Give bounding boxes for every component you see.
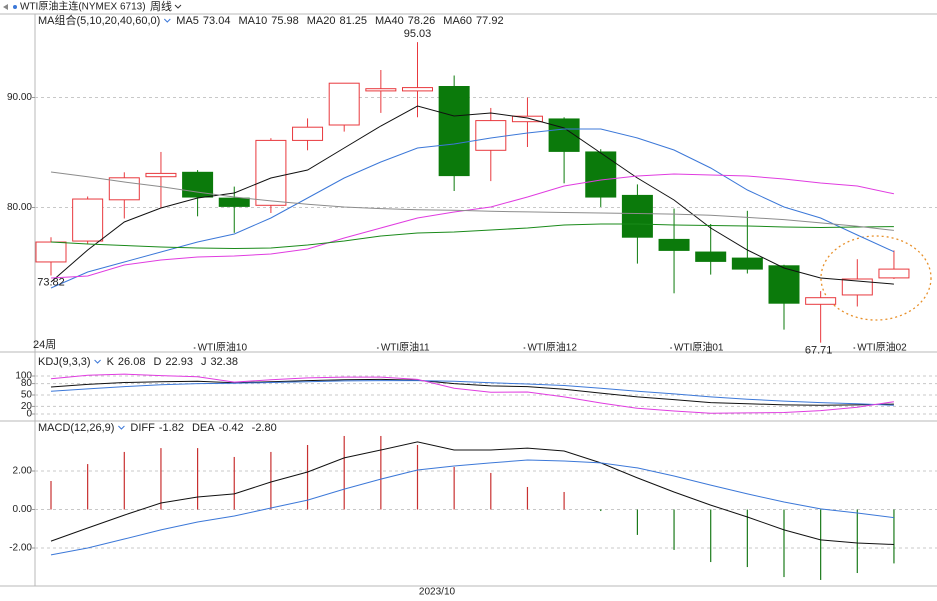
category-dot xyxy=(853,347,856,349)
ma-line xyxy=(50,105,894,285)
y-tick-label: 100 xyxy=(15,371,32,382)
candle-body xyxy=(72,198,104,242)
kdj-line xyxy=(50,378,894,406)
panel-title: MA组合(5,10,20,40,60,0) xyxy=(38,13,160,27)
candle-body xyxy=(182,171,214,198)
candle-body xyxy=(805,297,837,305)
period-selector[interactable]: 周线 xyxy=(150,0,172,13)
panel-title: MACD(12,26,9) xyxy=(38,422,114,434)
candle-body xyxy=(731,257,763,270)
legend-name: MA40 xyxy=(375,15,404,27)
x-tick-label: WTI原油12 xyxy=(527,341,577,354)
kdj-line xyxy=(50,380,894,406)
candle-body xyxy=(438,86,470,177)
dropdown-chevron[interactable] xyxy=(118,425,125,430)
panel-title: KDJ(9,3,3) xyxy=(38,356,91,368)
candle-body xyxy=(218,197,250,207)
legend-value: 73.04 xyxy=(203,15,231,27)
candle-body xyxy=(768,265,800,304)
x-tick-label: WTI原油02 xyxy=(857,341,907,354)
y-tick-label: 50 xyxy=(21,390,33,401)
legend-name: MA5 xyxy=(176,15,199,27)
candle-body xyxy=(365,88,397,92)
legend-value: 78.26 xyxy=(408,15,436,27)
y-tick-label: 0 xyxy=(26,409,32,420)
legend-value: 26.08 xyxy=(118,356,146,368)
y-tick-label: 80 xyxy=(21,378,33,389)
dropdown-chevron[interactable] xyxy=(163,18,171,23)
candle-body xyxy=(475,120,507,151)
y-tick-label: 20 xyxy=(21,401,33,412)
candle-body xyxy=(35,241,67,263)
legend-name: MA60 xyxy=(443,15,472,27)
ma-line xyxy=(50,171,894,231)
candle-body xyxy=(402,87,433,92)
category-dot xyxy=(193,347,196,349)
legend-name: D xyxy=(153,356,161,368)
x-tick-label: WTI原油10 xyxy=(198,341,248,354)
dropdown-chevron[interactable] xyxy=(174,4,182,9)
legend-value: -2.80 xyxy=(252,422,277,434)
legend-value: -0.42 xyxy=(219,422,244,434)
legend-name: MA10 xyxy=(238,15,267,27)
x-tick-label: WTI原油11 xyxy=(381,341,430,354)
ma-line xyxy=(50,173,895,279)
ma-line xyxy=(50,223,894,250)
legend-name: J xyxy=(201,356,207,368)
dot-icon xyxy=(13,5,17,9)
legend-value: 22.93 xyxy=(165,356,193,368)
x-tick-label: WTI原油01 xyxy=(674,341,724,354)
y-tick-label: 80.00 xyxy=(7,202,32,213)
macd-line xyxy=(50,441,894,545)
legend-value: 77.92 xyxy=(476,15,504,27)
candle-body xyxy=(292,126,324,141)
period-label: 24周 xyxy=(33,338,56,351)
legend-value: 32.38 xyxy=(210,356,238,368)
y-tick-label: 2.00 xyxy=(13,466,33,477)
legend-value: 81.25 xyxy=(339,15,367,27)
y-tick-label: 0.00 xyxy=(13,504,33,515)
candle-body xyxy=(511,115,543,123)
legend-name: K xyxy=(107,356,115,368)
candle-body xyxy=(695,251,727,262)
macd-line xyxy=(50,459,894,556)
category-dot xyxy=(376,347,379,349)
high-label: 95.03 xyxy=(404,28,432,40)
legend-name: DIFF xyxy=(130,422,155,434)
candle-body xyxy=(255,139,287,206)
x-axis-label: 2023/10 xyxy=(419,587,456,598)
y-tick-label: 90.00 xyxy=(7,92,32,103)
low-label: 73.82 xyxy=(37,276,65,288)
kdj-line xyxy=(50,373,894,414)
candle-body xyxy=(621,194,653,238)
candle-body xyxy=(585,151,617,198)
highlight-circle xyxy=(820,235,932,321)
legend-name: MA20 xyxy=(307,15,336,27)
back-icon[interactable] xyxy=(3,4,8,10)
candle-body xyxy=(658,238,690,251)
candle-body xyxy=(328,82,360,126)
candle-body xyxy=(878,268,910,279)
legend-value: -1.82 xyxy=(159,422,184,434)
candle-body xyxy=(108,177,140,201)
category-dot xyxy=(523,347,526,349)
instrument-title: WTI原油主连(NYMEX 6713) xyxy=(20,0,146,13)
y-tick-label: -2.00 xyxy=(9,543,32,554)
legend-value: 75.98 xyxy=(271,15,299,27)
dropdown-chevron[interactable] xyxy=(94,359,101,364)
low-label: 67.71 xyxy=(805,345,833,357)
candle-body xyxy=(145,172,177,178)
candle-body xyxy=(841,278,873,296)
ma-line xyxy=(50,128,895,289)
legend-name: DEA xyxy=(192,422,215,434)
category-dot xyxy=(670,347,673,349)
